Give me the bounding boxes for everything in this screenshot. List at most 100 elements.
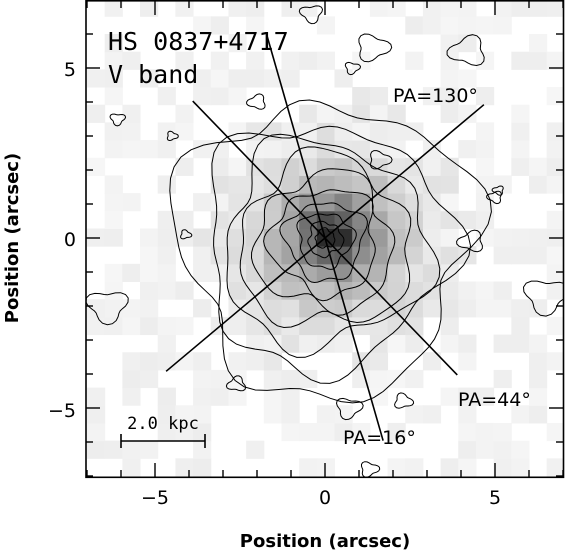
image-pixel (281, 281, 300, 300)
image-pixel (493, 16, 512, 35)
image-pixel (440, 281, 459, 300)
image-pixel (369, 369, 389, 389)
image-pixel (104, 0, 123, 17)
image-pixel (175, 316, 194, 336)
x-tick-label: −5 (141, 487, 169, 509)
image-pixel (422, 87, 442, 106)
pa-line-16 (266, 35, 384, 441)
image-pixel (422, 16, 442, 35)
image-pixel (193, 422, 212, 442)
image-pixel (281, 299, 300, 318)
image-pixel (281, 140, 300, 159)
image-pixel (546, 0, 564, 17)
image-pixel (369, 228, 389, 247)
image-pixel (210, 175, 229, 194)
image-pixel (175, 458, 194, 477)
image-pixel (263, 140, 282, 159)
image-pixel (157, 140, 176, 159)
image-pixel (352, 87, 371, 106)
image-pixel (387, 104, 406, 123)
image-pixel (246, 193, 265, 212)
image-pixel (352, 422, 371, 442)
image-pixel (193, 440, 212, 459)
image-pixel (246, 16, 265, 35)
image-pixel (228, 175, 247, 194)
image-pixel (157, 122, 176, 141)
image-pixel (422, 210, 442, 229)
image-pixel (493, 299, 512, 318)
image-pixel (246, 352, 265, 371)
image-pixel (175, 422, 194, 442)
image-pixel (546, 175, 564, 194)
image-pixel (299, 122, 318, 141)
image-pixel (104, 299, 123, 318)
image-pixel (263, 228, 282, 247)
image-pixel (458, 352, 477, 371)
image-pixel (334, 104, 353, 123)
image-pixel (299, 51, 318, 70)
noise-contour (358, 33, 393, 63)
image-pixel (140, 228, 159, 247)
image-pixel (246, 316, 265, 336)
image-pixel (369, 263, 389, 283)
image-pixel (193, 387, 212, 406)
image-pixel (122, 122, 141, 141)
image-pixel (210, 263, 229, 283)
image-pixel (458, 16, 477, 35)
image-pixel (405, 210, 424, 229)
image-pixel (263, 299, 282, 318)
image-pixel (299, 422, 318, 442)
image-pixel (87, 104, 106, 123)
image-pixel (387, 334, 406, 353)
image-pixel (104, 440, 123, 459)
image-pixel (352, 246, 371, 265)
image-pixel (546, 140, 564, 159)
noise-contour (246, 93, 266, 110)
image-pixel (440, 387, 459, 406)
image-pixel (458, 334, 477, 353)
image-pixel (87, 299, 106, 318)
image-pixel (369, 299, 389, 318)
image-pixel (228, 281, 247, 300)
image-pixel (529, 246, 548, 265)
image-pixel (228, 316, 247, 336)
image-pixel (334, 334, 353, 353)
image-pixel (140, 369, 159, 389)
image-pixel (228, 193, 247, 212)
image-pixel (157, 316, 176, 336)
image-pixel (334, 263, 353, 283)
image-pixel (193, 352, 212, 371)
y-tick-label: 0 (64, 229, 76, 251)
image-pixel (281, 422, 300, 442)
noise-contour (491, 185, 504, 196)
image-pixel (104, 316, 123, 336)
image-pixel (352, 210, 371, 229)
image-pixel (369, 157, 389, 176)
image-pixel (210, 246, 229, 265)
image-pixel (546, 422, 564, 442)
x-axis-label: Position (arcsec) (240, 531, 410, 552)
image-pixel (104, 69, 123, 88)
image-pixel (529, 175, 548, 194)
image-pixel (387, 316, 406, 336)
image-pixel (458, 440, 477, 459)
image-pixel (140, 246, 159, 265)
isophote-contour (211, 125, 472, 384)
image-pixel (316, 405, 336, 424)
image-pixel (263, 157, 282, 176)
image-pixel (458, 387, 477, 406)
image-pixel (422, 193, 442, 212)
image-pixel (369, 316, 389, 336)
image-pixel (246, 210, 265, 229)
image-pixel (263, 352, 282, 371)
image-pixel (193, 405, 212, 424)
image-pixel (546, 87, 564, 106)
image-pixel (175, 281, 194, 300)
image-pixel (352, 299, 371, 318)
band-name: V band (108, 60, 198, 89)
image-pixel (157, 228, 176, 247)
image-pixel (210, 140, 229, 159)
image-pixel (546, 122, 564, 141)
isophote-contour (307, 220, 345, 259)
image-pixel (493, 281, 512, 300)
